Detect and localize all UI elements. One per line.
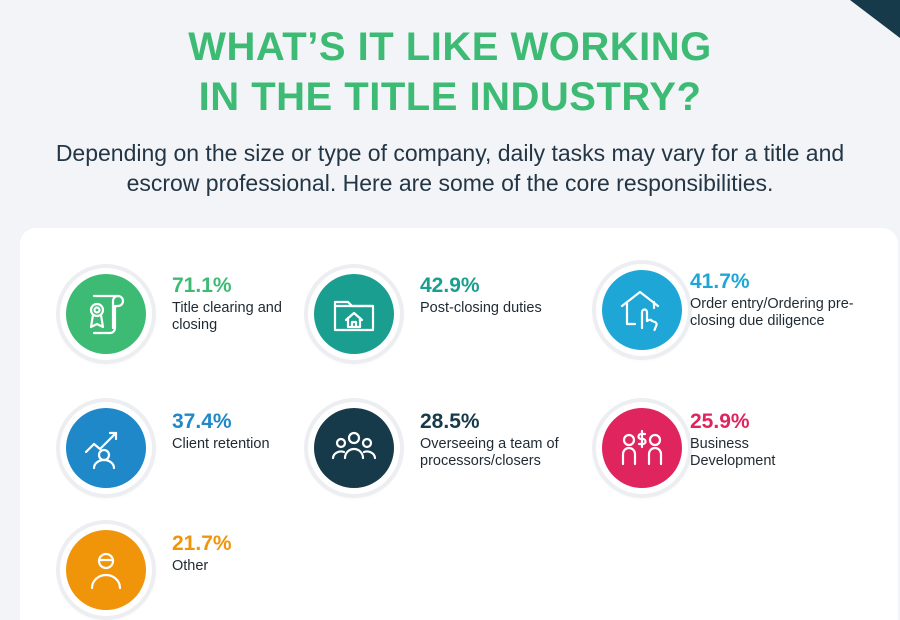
stat-icon-bg xyxy=(66,408,146,488)
stat-icon-bg xyxy=(314,408,394,488)
stat-percent: 71.1% xyxy=(172,274,232,297)
person-icon xyxy=(90,552,122,590)
stat-icon-bg xyxy=(66,274,146,354)
people-dollar-icon xyxy=(621,429,663,466)
title-line-1: WHAT’S IT LIKE WORKING xyxy=(188,25,712,69)
certificate-icon xyxy=(89,294,125,335)
page-title: WHAT’S IT LIKE WORKING IN THE TITLE INDU… xyxy=(0,22,900,122)
stat-icon-bg xyxy=(602,270,682,350)
stat-label: Order entry/Ordering pre-closing due dil… xyxy=(690,296,854,329)
title-line-2: IN THE TITLE INDUSTRY? xyxy=(198,75,702,119)
house-hand-icon xyxy=(620,290,660,332)
stat-icon-bg xyxy=(66,530,146,610)
team-icon xyxy=(331,431,377,460)
stat-percent: 42.9% xyxy=(420,274,480,297)
page-subtitle: Depending on the size or type of company… xyxy=(55,140,845,196)
stat-label: Overseeing a team of processors/closers xyxy=(420,436,559,469)
stat-percent: 21.7% xyxy=(172,532,232,555)
stat-label: Post-closing duties xyxy=(420,300,542,316)
stat-label: Other xyxy=(172,558,209,574)
stat-percent: 28.5% xyxy=(420,410,480,433)
stats-panel: 71.1% Title clearing and closing 42.9% P… xyxy=(20,228,898,620)
stat-percent: 41.7% xyxy=(690,270,750,293)
stat-icon-bg xyxy=(314,274,394,354)
stat-label: Client retention xyxy=(172,436,270,452)
stat-label: Business Development xyxy=(690,436,776,469)
stat-label: Title clearing and closing xyxy=(172,300,282,333)
person-growth-icon xyxy=(84,431,118,470)
stat-percent: 25.9% xyxy=(690,410,750,433)
stat-percent: 37.4% xyxy=(172,410,232,433)
stat-icon-bg xyxy=(602,408,682,488)
corner-decoration xyxy=(850,0,900,38)
folder-home-icon xyxy=(333,300,375,332)
